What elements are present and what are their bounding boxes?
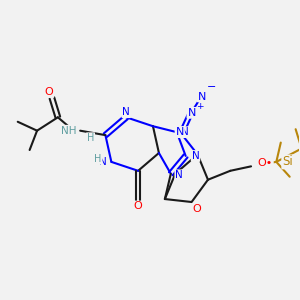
Text: O•: O•: [258, 158, 273, 168]
Text: N: N: [176, 127, 184, 137]
Text: N: N: [122, 107, 130, 117]
Text: O: O: [134, 202, 142, 212]
Text: N: N: [175, 170, 183, 180]
Text: −: −: [207, 82, 217, 92]
Text: O: O: [45, 87, 53, 97]
Text: NH: NH: [61, 126, 76, 136]
Text: O: O: [193, 204, 201, 214]
Text: N: N: [181, 127, 189, 137]
Text: N: N: [99, 157, 107, 167]
Text: Si: Si: [282, 155, 293, 168]
Text: N: N: [198, 92, 206, 101]
Text: N: N: [192, 151, 200, 161]
Text: H: H: [87, 133, 94, 143]
Text: H: H: [94, 154, 102, 164]
Text: +: +: [196, 102, 203, 111]
Text: N: N: [188, 108, 196, 118]
